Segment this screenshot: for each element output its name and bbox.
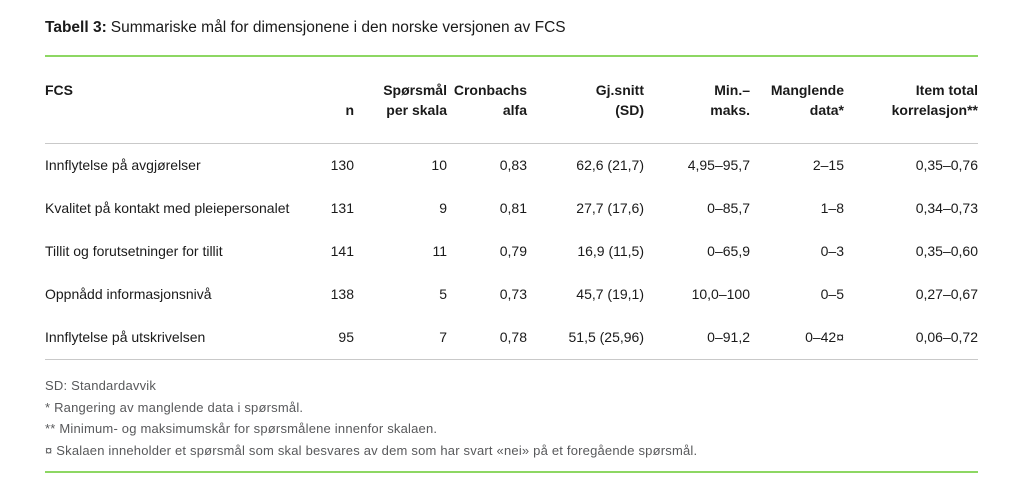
column-header-sporsmal-per-skala: Spørsmål per skala	[354, 57, 447, 144]
header-row: FCS n Spørsmål per skala Cronbachs alfa …	[45, 57, 978, 144]
table-cell: 7	[439, 329, 447, 345]
top-rule	[45, 55, 978, 57]
table-cell: 0,06–0,72	[915, 329, 978, 345]
table-cell: 9	[439, 200, 447, 216]
column-header-min-maks: Min.– maks.	[644, 57, 750, 144]
table-row: Tillit og forutsetninger for tillit 141 …	[45, 230, 978, 273]
column-header-fcs: FCS	[45, 57, 315, 144]
row-label: Oppnådd informasjonsnivå	[45, 286, 212, 302]
table-cell: 45,7 (19,1)	[576, 286, 644, 302]
table-cell: 10	[431, 157, 447, 173]
bottom-rule	[45, 471, 978, 473]
table-cell: 0,34–0,73	[915, 200, 978, 216]
table-cell: 11	[432, 243, 447, 259]
footnote-asterisk: * Rangering av manglende data i spørsmål…	[45, 399, 304, 415]
column-header-gjsnitt-sd: Gj.snitt (SD)	[527, 57, 644, 144]
table-cell: 0–42¤	[805, 329, 844, 345]
table-cell: 0–3	[820, 243, 844, 259]
footnote-currency-sign: ¤ Skalaen inneholder et spørsmål som ska…	[45, 442, 698, 458]
table-cell: 95	[338, 329, 354, 345]
row-label: Tillit og forutsetninger for tillit	[45, 243, 223, 259]
table-cell: 2–15	[812, 157, 844, 173]
table-cell: 0,81	[499, 200, 527, 216]
table-cell: 0,35–0,60	[915, 243, 978, 259]
table-row: Innflytelse på utskrivelsen 95 7 0,78 51…	[45, 316, 978, 360]
table-cell: 130	[330, 157, 354, 173]
table-cell: 0,78	[499, 329, 527, 345]
column-header-item-total-korrelasjon: Item total korrelasjon**	[844, 57, 978, 144]
table-cell: 141	[330, 243, 354, 259]
row-label: Innflytelse på avgjørelser	[45, 157, 201, 173]
table-cell: 138	[330, 286, 354, 302]
table-cell: 0,73	[499, 286, 527, 302]
table-cell: 27,7 (17,6)	[576, 200, 644, 216]
table-cell: 16,9 (11,5)	[577, 243, 644, 259]
table-cell: 10,0–100	[691, 286, 750, 302]
table-cell: 0,79	[499, 243, 527, 259]
table-caption-label: Tabell 3:	[45, 19, 107, 36]
table-cell: 0–91,2	[707, 329, 750, 345]
table-cell: 0,83	[499, 157, 527, 173]
column-header-cronbachs-alfa: Cronbachs alfa	[447, 57, 527, 144]
row-label: Kvalitet på kontakt med pleiepersonalet	[45, 200, 290, 216]
table-cell: 0–85,7	[707, 200, 750, 216]
footnotes: SD: Standardavvik * Rangering av manglen…	[45, 375, 978, 461]
column-header-n: n	[315, 57, 354, 144]
table-cell: 0–65,9	[707, 243, 750, 259]
table-cell: 0–5	[820, 286, 844, 302]
footnote-double-asterisk: ** Minimum- og maksimumskår for spørsmål…	[45, 421, 438, 436]
table-row: Kvalitet på kontakt med pleiepersonalet …	[45, 187, 978, 230]
table-cell: 62,6 (21,7)	[576, 157, 644, 173]
table-caption-text: Summariske mål for dimensjonene i den no…	[110, 19, 566, 36]
table-cell: 5	[439, 286, 447, 302]
table-cell: 0,27–0,67	[915, 286, 978, 302]
summary-table: FCS n Spørsmål per skala Cronbachs alfa …	[45, 57, 978, 360]
footnote-sd: SD: Standardavvik	[45, 378, 157, 393]
column-header-manglende-data: Manglende data*	[750, 57, 844, 144]
row-label: Innflytelse på utskrivelsen	[45, 329, 206, 345]
table-cell: 0,35–0,76	[915, 157, 978, 173]
table-figure: Tabell 3: Summariske mål for dimensjonene…	[45, 0, 978, 473]
table-caption: Tabell 3: Summariske mål for dimensjonene…	[45, 0, 978, 38]
table-row: Innflytelse på avgjørelser 130 10 0,83 6…	[45, 144, 978, 188]
table-cell: 131	[330, 200, 354, 216]
table-row: Oppnådd informasjonsnivå 138 5 0,73 45,7…	[45, 273, 978, 316]
table-cell: 4,95–95,7	[687, 157, 750, 173]
table-cell: 1–8	[820, 200, 844, 216]
table-cell: 51,5 (25,96)	[568, 329, 645, 345]
